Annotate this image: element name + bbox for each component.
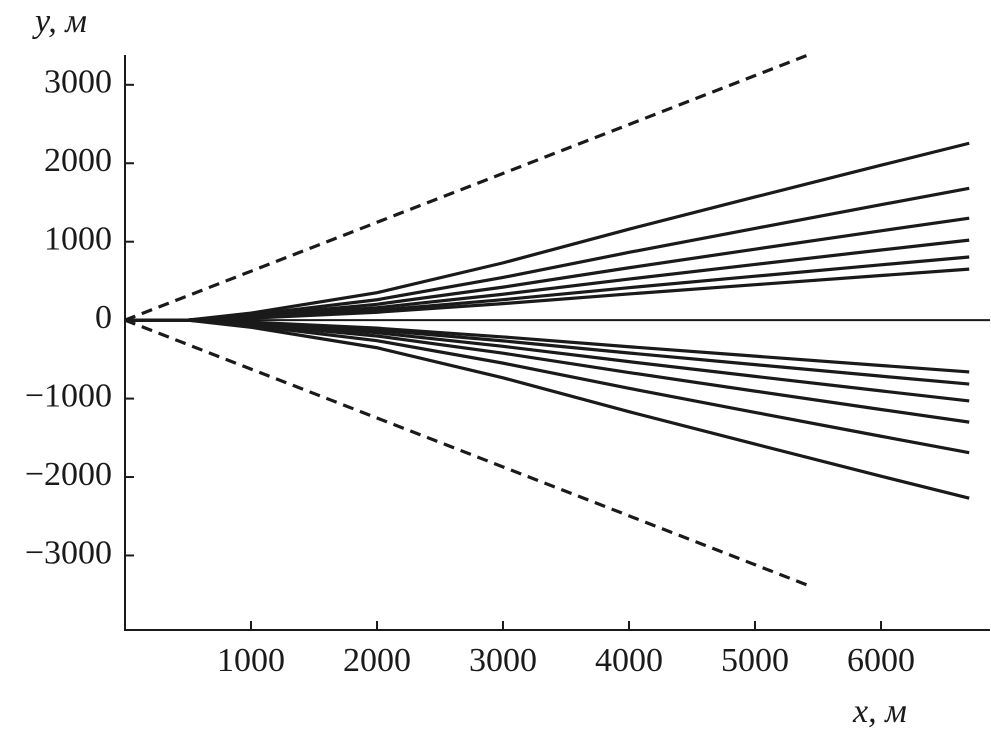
y-tick-label: −1000 xyxy=(25,377,112,414)
x-tick-label: 2000 xyxy=(343,642,411,679)
y-tick-label: 1000 xyxy=(44,220,112,257)
x-tick-label: 6000 xyxy=(847,642,915,679)
x-tick-label: 1000 xyxy=(217,642,285,679)
y-tick-label: −3000 xyxy=(25,534,112,571)
x-axis-label: x, м xyxy=(852,693,907,730)
x-tick-label: 3000 xyxy=(469,642,537,679)
series-line xyxy=(124,318,809,587)
y-tick-label: 2000 xyxy=(44,142,112,179)
series-line xyxy=(125,318,970,500)
x-tick-label: 4000 xyxy=(595,642,663,679)
y-tick-label: 3000 xyxy=(44,64,112,101)
x-tick-label: 5000 xyxy=(721,642,789,679)
series-line xyxy=(125,141,970,322)
y-axis-label: y, м xyxy=(32,3,87,40)
y-tick-label: 0 xyxy=(95,299,112,336)
series-line xyxy=(124,53,809,322)
y-tick-label: −2000 xyxy=(25,456,112,493)
